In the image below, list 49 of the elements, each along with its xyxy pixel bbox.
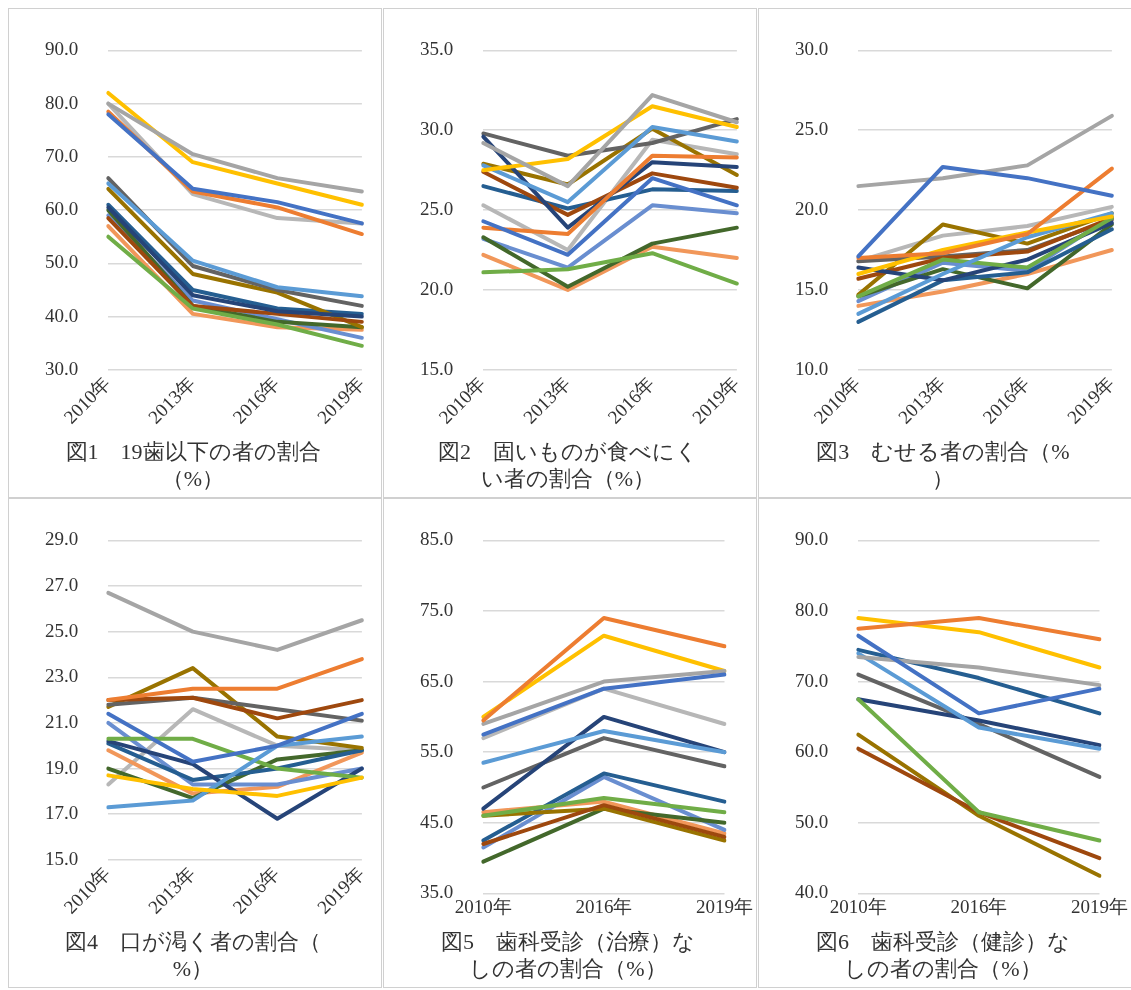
y-tick-label: 35.0	[420, 38, 454, 60]
y-tick-label: 50.0	[45, 251, 79, 273]
y-tick-label: 29.0	[45, 528, 79, 550]
y-tick-label: 80.0	[795, 598, 829, 620]
y-tick-label: 15.0	[795, 277, 829, 299]
y-tick-label: 25.0	[795, 118, 829, 140]
y-tick-label: 25.0	[420, 198, 454, 220]
y-tick-label: 23.0	[45, 665, 79, 687]
y-tick-label: 70.0	[45, 144, 79, 166]
y-tick-label: 45.0	[420, 810, 454, 832]
text: 図1 19歯以下の者の割合（%）	[65, 439, 321, 491]
x-tick-label: 2010年	[829, 895, 887, 917]
x-tick-label: 2016年	[950, 895, 1008, 917]
y-tick-label: 65.0	[420, 669, 454, 691]
x-tick-label: 2016年	[575, 895, 633, 917]
y-tick-label: 90.0	[795, 528, 829, 550]
y-tick-label: 27.0	[45, 574, 79, 596]
y-tick-label: 75.0	[420, 598, 454, 620]
y-tick-label: 40.0	[795, 881, 829, 903]
y-tick-label: 25.0	[45, 619, 79, 641]
y-tick-label: 35.0	[420, 881, 454, 903]
y-tick-label: 10.0	[795, 357, 829, 379]
y-tick-label: 70.0	[795, 669, 829, 691]
y-tick-label: 50.0	[795, 810, 829, 832]
y-tick-label: 80.0	[45, 91, 79, 113]
x-tick-label: 2019年	[696, 895, 753, 917]
y-tick-label: 20.0	[420, 277, 454, 299]
y-tick-label: 21.0	[45, 710, 79, 732]
y-tick-label: 15.0	[45, 847, 79, 869]
text: 図6 歯科受診（健診）なしの者の割合（%）	[816, 929, 1070, 981]
y-tick-label: 60.0	[45, 198, 79, 220]
y-tick-label: 85.0	[420, 528, 454, 550]
y-tick-label: 15.0	[420, 357, 454, 379]
y-tick-label: 60.0	[795, 740, 829, 762]
x-tick-label: 2019年	[1071, 895, 1128, 917]
x-tick-label: 2010年	[454, 895, 512, 917]
y-tick-label: 90.0	[45, 38, 79, 60]
text: 図3 むせる者の割合（%）	[816, 439, 1070, 491]
y-tick-label: 40.0	[45, 304, 79, 326]
y-tick-label: 30.0	[420, 118, 454, 140]
text: 図2 固いものが食べにくい者の割合（%）	[438, 439, 698, 491]
y-tick-label: 30.0	[45, 357, 79, 379]
y-tick-label: 20.0	[795, 198, 829, 220]
y-tick-label: 30.0	[795, 38, 829, 60]
text: 図5 歯科受診（治療）なしの者の割合（%）	[441, 929, 695, 981]
y-tick-label: 19.0	[45, 756, 79, 778]
y-tick-label: 17.0	[45, 802, 79, 824]
text: 図4 口が渇く者の割合（%）	[65, 929, 321, 981]
y-tick-label: 55.0	[420, 740, 454, 762]
